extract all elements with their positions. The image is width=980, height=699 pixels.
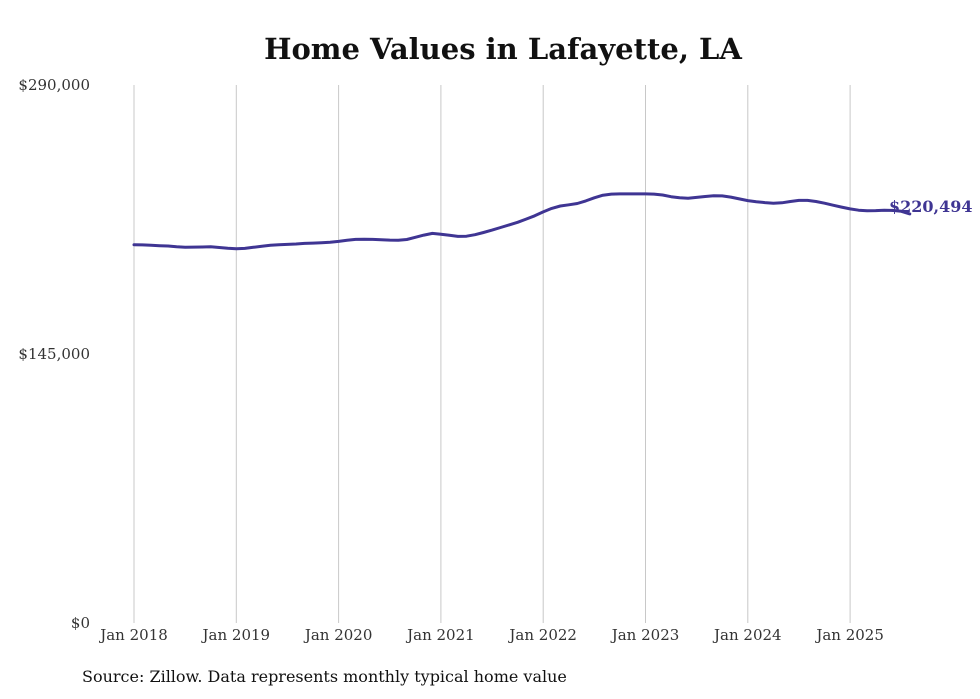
x-tick-label: Jan 2020 (303, 626, 373, 644)
x-tick-label: Jan 2018 (98, 626, 168, 644)
y-tick-label: $0 (71, 614, 90, 632)
y-tick-label: $290,000 (18, 76, 90, 94)
x-tick-label: Jan 2022 (507, 626, 577, 644)
x-tick-label: Jan 2024 (712, 626, 782, 644)
source-note: Source: Zillow. Data represents monthly … (82, 667, 567, 686)
gridlines (133, 85, 851, 623)
y-axis-ticks: $290,000 $145,000 $0 (18, 76, 90, 632)
chart-title: Home Values in Lafayette, LA (264, 32, 742, 66)
x-tick-label: Jan 2025 (814, 626, 884, 644)
x-tick-label: Jan 2021 (405, 626, 475, 644)
x-axis-ticks: Jan 2018 Jan 2019 Jan 2020 Jan 2021 Jan 2022… (98, 626, 884, 644)
latest-value-label: $220,494 (889, 197, 973, 216)
home-value-line (132, 192, 912, 251)
x-tick-label: Jan 2023 (610, 626, 680, 644)
x-tick-label: Jan 2019 (201, 626, 271, 644)
y-tick-label: $145,000 (18, 345, 90, 363)
